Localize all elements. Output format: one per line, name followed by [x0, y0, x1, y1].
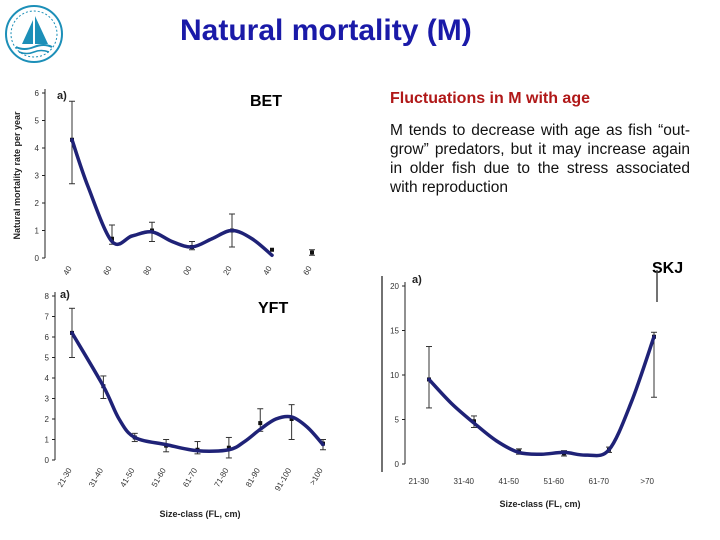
y-tick-label: 10: [390, 371, 399, 380]
error-bar: [426, 346, 432, 409]
error-bar: [288, 404, 295, 440]
y-tick-label: 0: [45, 456, 50, 465]
y-tick-label: 8: [45, 292, 50, 301]
y-tick-label: 6: [45, 333, 50, 342]
y-tick-label: 1: [35, 227, 40, 236]
x-tick-label: 51-60: [150, 466, 168, 489]
x-tick-label: >70: [640, 477, 654, 486]
skj-mortality-chart: 0 5 10 15 20 21-30 31-40 41-50 51-60 61-70 >70 a) Si…: [381, 270, 658, 509]
x-tick-label: 91-100: [273, 466, 294, 493]
y-tick-label: 5: [45, 354, 50, 363]
x-tick-label: 51-60: [544, 477, 565, 486]
mortality-curve: [70, 331, 325, 453]
x-tick-label: 60: [301, 264, 314, 277]
x-tick-label: 00: [181, 264, 194, 277]
side-heading: Fluctuations in M with age: [390, 90, 590, 107]
y-tick-label: 4: [45, 374, 50, 383]
x-tick-label: 61-70: [589, 477, 610, 486]
yft-mortality-chart: 0 1 2 3 4 5 6 7 8 21-30 31-40 41-50 51-60 61-70 71-80 8…: [45, 289, 326, 519]
y-tick-label: 3: [35, 172, 40, 181]
x-tick-label: 60: [101, 264, 114, 277]
data-point: [226, 445, 231, 450]
y-tick-label: 7: [45, 313, 50, 322]
y-axis-title: Natural mortality rate per year: [12, 111, 22, 240]
y-tick-label: 2: [45, 415, 50, 424]
y-tick-label: 2: [35, 199, 40, 208]
side-text: M tends to decrease with age as fish “ou…: [390, 122, 690, 196]
x-tick-label: 20: [221, 264, 234, 277]
y-tick-label: 0: [35, 254, 40, 263]
y-tick-label: 20: [390, 282, 399, 291]
skj-label: SKJ: [652, 260, 684, 277]
y-tick-label: 6: [35, 89, 40, 98]
panel-sublabel: a): [412, 274, 422, 286]
y-tick-label: 5: [395, 416, 400, 425]
data-point: [258, 421, 263, 426]
x-tick-label: 41-50: [499, 477, 520, 486]
x-tick-label: 31-40: [87, 466, 105, 489]
error-bar: [651, 331, 657, 398]
x-tick-label: 71-80: [213, 466, 231, 489]
slide-title: Natural mortality (M): [180, 14, 472, 47]
mortality-curve: [427, 334, 656, 458]
x-tick-label: 80: [141, 264, 154, 277]
data-point: [270, 247, 274, 252]
bet-mortality-chart: 0 1 2 3 4 5 6 40 60 80 00 20 40 60 a) Natural mortality…: [12, 89, 315, 277]
panel-sublabel: a): [60, 289, 70, 301]
panel-sublabel: a): [57, 90, 67, 102]
data-point: [289, 417, 294, 421]
y-tick-label: 5: [35, 117, 40, 126]
sailboat-logo-icon: [5, 5, 63, 63]
data-point: [310, 250, 314, 255]
x-tick-label: 81-90: [244, 466, 262, 489]
y-tick-label: 4: [35, 144, 40, 153]
yft-label: YFT: [258, 300, 289, 317]
x-axis-title: Size-class (FL, cm): [159, 509, 240, 519]
x-axis-title: Size-class (FL, cm): [499, 499, 580, 509]
x-tick-label: >100: [308, 466, 325, 487]
mortality-curve: [70, 138, 274, 257]
x-tick-label: 61-70: [181, 466, 199, 489]
y-tick-label: 1: [45, 436, 50, 445]
y-tick-label: 15: [390, 327, 399, 336]
x-tick-label: 40: [61, 264, 74, 277]
y-tick-label: 0: [395, 460, 400, 469]
bet-label: BET: [250, 93, 282, 110]
y-tick-label: 3: [45, 395, 50, 404]
x-tick-label: 31-40: [454, 477, 475, 486]
x-tick-label: 21-30: [56, 466, 74, 489]
x-tick-label: 40: [261, 264, 274, 277]
x-tick-label: 41-50: [118, 466, 136, 489]
x-tick-label: 21-30: [409, 477, 430, 486]
